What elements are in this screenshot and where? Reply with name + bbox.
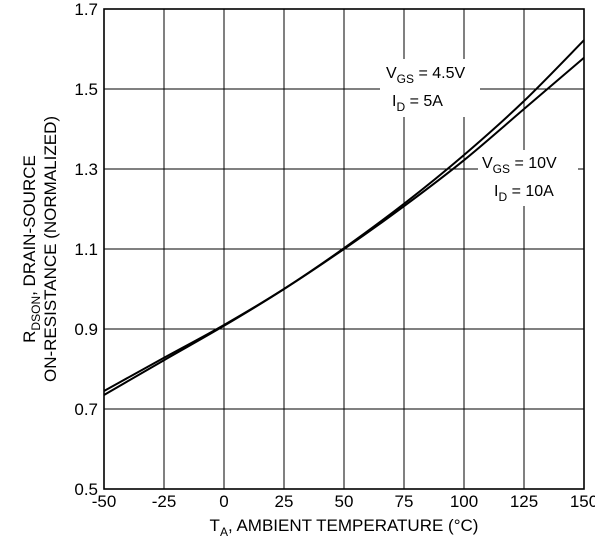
- y-tick-label: 0.9: [74, 320, 98, 339]
- x-tick-label: 75: [395, 492, 414, 511]
- svg-text:RDSON, DRAIN-SOURCE: RDSON, DRAIN-SOURCE: [20, 155, 43, 343]
- svg-text:ON-RESISTANCE (NORMALIZED): ON-RESISTANCE (NORMALIZED): [41, 116, 60, 382]
- annotation-series-1: VGS = 4.5V ID = 5A: [380, 59, 480, 117]
- x-tick-labels: -50 -25 0 25 50 75 100 125 150: [92, 492, 595, 511]
- svg-text:ID = 10A: ID = 10A: [494, 183, 554, 204]
- svg-text:VGS = 10V: VGS = 10V: [482, 155, 557, 176]
- x-axis-label: TA, AMBIENT TEMPERATURE (°C): [210, 516, 479, 539]
- x-tick-label: 0: [219, 492, 228, 511]
- annotation-series-1-bg: [380, 59, 480, 117]
- x-tick-label: 100: [450, 492, 478, 511]
- series-line-2: [103, 57, 585, 392]
- annotation-series-2-bg: [478, 150, 578, 206]
- y-tick-labels: 0.5 0.7 0.9 1.1 1.3 1.5 1.7: [74, 0, 98, 499]
- series-layer: [103, 39, 585, 396]
- annotation-series-2: VGS = 10V ID = 10A: [478, 150, 578, 206]
- x-tick-label: -25: [152, 492, 177, 511]
- svg-text:VGS = 4.5V: VGS = 4.5V: [386, 65, 465, 86]
- x-tick-label: 50: [335, 492, 354, 511]
- y-tick-label: 0.5: [74, 480, 98, 499]
- y-tick-label: 1.7: [74, 0, 98, 19]
- x-tick-label: 25: [275, 492, 294, 511]
- x-tick-label: 150: [570, 492, 595, 511]
- y-tick-label: 1.1: [74, 240, 98, 259]
- y-axis-label: RDSON, DRAIN-SOURCE ON-RESISTANCE (NORMA…: [20, 116, 60, 382]
- x-tick-label: -50: [92, 492, 117, 511]
- svg-text:ID = 5A: ID = 5A: [392, 93, 443, 114]
- y-tick-label: 0.7: [74, 400, 98, 419]
- plot-frame: [103, 8, 585, 490]
- x-tick-label: 125: [510, 492, 538, 511]
- y-tick-label: 1.5: [74, 80, 98, 99]
- y-tick-label: 1.3: [74, 160, 98, 179]
